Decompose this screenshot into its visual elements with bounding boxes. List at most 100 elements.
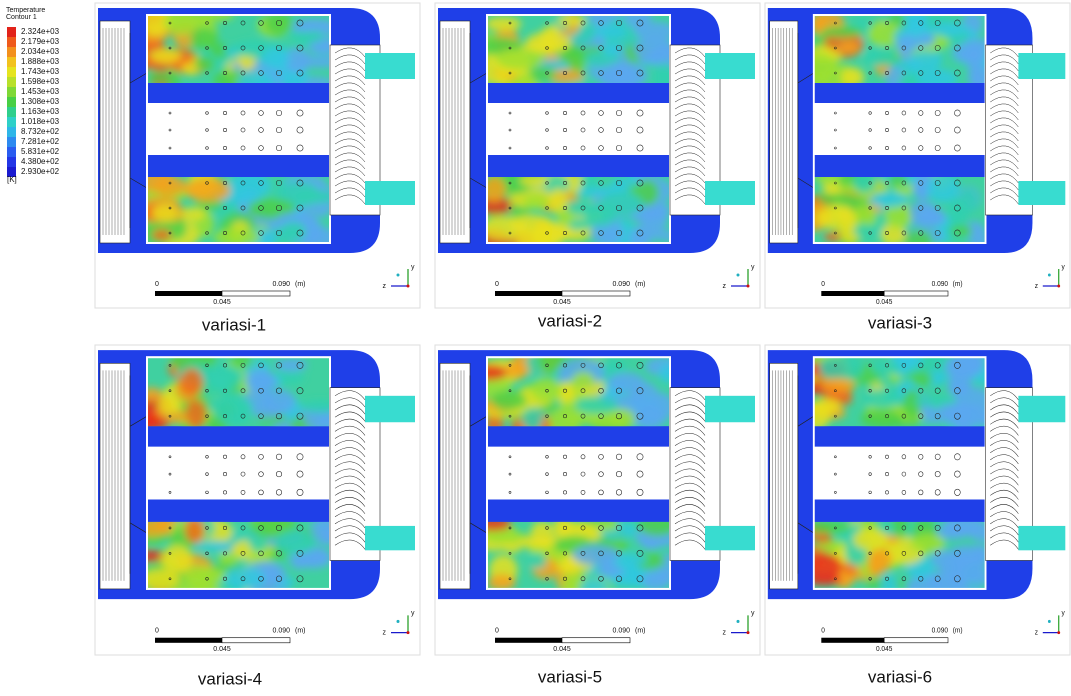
swirl-arc	[334, 390, 366, 401]
blob	[310, 526, 330, 543]
hole	[296, 109, 304, 117]
swirl-arc	[990, 138, 1019, 149]
blob	[968, 524, 986, 542]
scale-white	[561, 637, 631, 644]
hole	[636, 144, 644, 152]
hole	[868, 414, 872, 418]
hole	[598, 127, 604, 133]
hole	[258, 387, 264, 394]
hole	[563, 206, 568, 211]
swirl-arc	[990, 454, 1019, 465]
swirl-arc	[674, 124, 706, 135]
hole	[275, 550, 283, 557]
hole	[205, 389, 209, 393]
hole	[885, 472, 889, 477]
hole	[636, 19, 644, 27]
blob	[553, 521, 572, 538]
hole	[508, 552, 512, 555]
blob	[813, 398, 841, 415]
blob	[636, 408, 665, 427]
swirl-arc	[334, 194, 366, 205]
hole	[901, 489, 907, 495]
outlet-stripe	[1018, 181, 1066, 205]
swirl-arc	[674, 89, 706, 100]
scale-white	[561, 290, 631, 297]
temperature-zone	[147, 357, 330, 427]
hole	[258, 180, 264, 186]
swirl-arc	[674, 397, 706, 408]
zone-blobs	[487, 177, 670, 243]
hole	[168, 146, 172, 150]
swirl-arc	[674, 194, 706, 205]
hole	[834, 491, 837, 494]
hole	[296, 19, 304, 27]
blob	[895, 34, 919, 52]
blob	[261, 47, 290, 70]
hole	[296, 126, 304, 134]
blob	[646, 230, 670, 241]
hole	[545, 206, 549, 210]
hole	[598, 70, 604, 76]
hole	[205, 46, 209, 50]
hole	[205, 363, 209, 368]
hole	[834, 146, 837, 150]
hole	[885, 181, 889, 186]
blob	[232, 357, 253, 368]
scale-white	[883, 290, 949, 297]
hole	[275, 69, 283, 77]
hole	[868, 181, 872, 185]
swirl-arc	[674, 138, 706, 149]
hole	[918, 576, 924, 582]
hole	[615, 470, 623, 478]
swirl-arc	[990, 54, 1019, 65]
blob	[251, 402, 284, 418]
blob	[528, 553, 547, 569]
swirl-arc	[334, 173, 366, 184]
blob	[147, 387, 163, 402]
hole	[258, 550, 264, 557]
hole	[223, 206, 228, 211]
swirl-arc	[674, 475, 706, 486]
swirl-arc	[334, 117, 366, 128]
hole	[205, 231, 209, 235]
axis-x-dot	[396, 273, 400, 277]
hole	[545, 472, 549, 476]
outlet-stripe	[365, 525, 415, 551]
hole	[205, 111, 209, 115]
legend-swatch	[7, 77, 16, 87]
hole	[615, 550, 623, 557]
inlet-cone	[469, 33, 488, 228]
blob	[557, 15, 586, 26]
swirl-arc	[674, 418, 706, 429]
blob	[863, 387, 902, 409]
hole	[834, 389, 837, 393]
swirl-arc	[990, 418, 1019, 429]
hole	[636, 524, 644, 532]
hole	[934, 453, 941, 460]
hole	[834, 206, 837, 210]
hole	[258, 576, 264, 582]
blob	[522, 402, 543, 427]
hole	[834, 71, 837, 75]
hole	[223, 454, 228, 459]
legend-label: 2.324e+03	[21, 27, 60, 36]
scale-black	[155, 291, 222, 296]
hole	[885, 490, 889, 495]
blob	[490, 390, 527, 410]
hole	[240, 454, 246, 460]
hole	[508, 111, 512, 115]
blob	[838, 41, 859, 53]
outlet-stripe	[1018, 395, 1066, 423]
blob	[885, 66, 904, 83]
blob	[652, 63, 670, 83]
zone-blobs	[147, 177, 330, 243]
swirl-arc	[334, 418, 366, 429]
hole	[934, 550, 941, 557]
inlet-cone	[797, 375, 814, 574]
legend-swatch	[7, 57, 16, 67]
blob	[820, 378, 856, 393]
hole	[223, 128, 228, 133]
hole	[868, 146, 872, 150]
legend-label: 2.034e+03	[21, 47, 60, 56]
blob	[816, 192, 861, 205]
